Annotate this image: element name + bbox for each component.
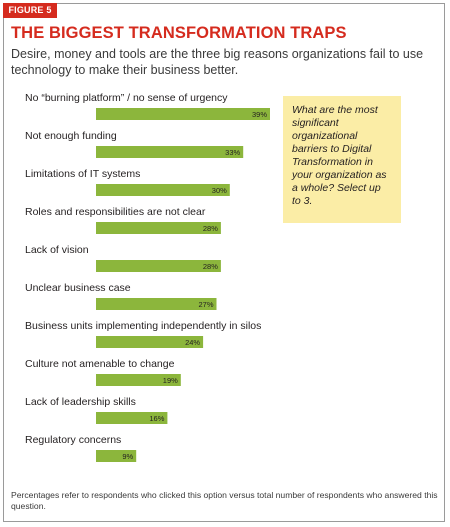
bar bbox=[96, 298, 217, 310]
value-label: 27% bbox=[198, 300, 213, 309]
category-label: Roles and responsibilities are not clear bbox=[25, 206, 206, 218]
category-label: Culture not amenable to change bbox=[25, 358, 175, 370]
figure-label: FIGURE 5 bbox=[3, 3, 57, 18]
category-label: Regulatory concerns bbox=[25, 434, 121, 446]
bar bbox=[96, 336, 204, 348]
category-label: Lack of leadership skills bbox=[25, 396, 136, 408]
bar bbox=[96, 260, 221, 272]
bar bbox=[96, 450, 137, 462]
bar bbox=[96, 108, 270, 120]
value-label: 16% bbox=[149, 414, 164, 423]
survey-question: What are the most significant organizati… bbox=[292, 104, 387, 207]
bar bbox=[96, 374, 181, 386]
survey-question-box: What are the most significant organizati… bbox=[283, 96, 401, 223]
chart-title: THE BIGGEST TRANSFORMATION TRAPS bbox=[11, 24, 347, 42]
value-label: 19% bbox=[163, 376, 178, 385]
bar bbox=[96, 184, 230, 196]
value-label: 28% bbox=[203, 224, 218, 233]
chart-subtitle: Desire, money and tools are the three bi… bbox=[11, 47, 424, 77]
value-label: 39% bbox=[252, 110, 267, 119]
footnote: Percentages refer to respondents who cli… bbox=[11, 490, 438, 511]
value-label: 9% bbox=[122, 452, 133, 461]
bar bbox=[96, 222, 221, 234]
category-label: No “burning platform” / no sense of urge… bbox=[25, 92, 228, 104]
value-label: 28% bbox=[203, 262, 218, 271]
value-label: 30% bbox=[212, 186, 227, 195]
category-label: Limitations of IT systems bbox=[25, 168, 140, 180]
bar bbox=[96, 412, 168, 424]
category-label: Lack of vision bbox=[25, 244, 89, 256]
value-label: 24% bbox=[185, 338, 200, 347]
figure-frame bbox=[3, 3, 445, 522]
bar bbox=[96, 146, 244, 158]
category-label: Unclear business case bbox=[25, 282, 131, 294]
value-label: 33% bbox=[225, 148, 240, 157]
category-label: Not enough funding bbox=[25, 130, 117, 142]
category-label: Business units implementing independentl… bbox=[25, 320, 261, 332]
